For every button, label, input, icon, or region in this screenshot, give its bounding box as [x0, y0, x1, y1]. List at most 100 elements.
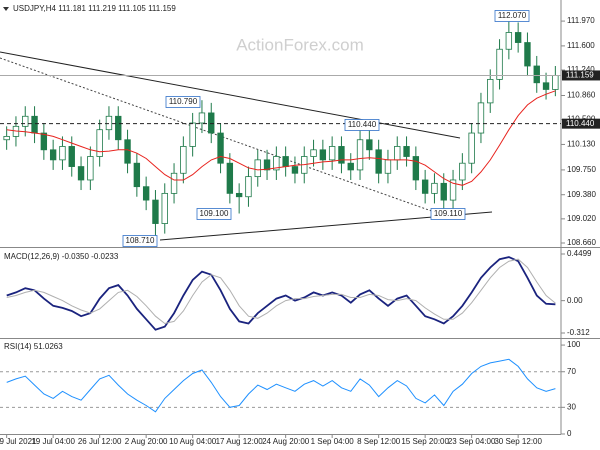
candle-body [133, 162, 141, 188]
candle-body [487, 79, 494, 104]
candle-body [468, 132, 475, 164]
annotation: 109.110 [434, 209, 463, 218]
series-line [6, 258, 556, 325]
price-label-box [562, 118, 600, 129]
candle-body [273, 156, 280, 171]
candle-body [310, 149, 317, 157]
candle-body [542, 82, 550, 90]
annotation: 110.440 [348, 120, 377, 129]
candle-body [552, 75, 559, 90]
candle-body [68, 146, 75, 167]
x-tick-label: 17 Aug 12:00 [216, 437, 264, 446]
candle-body [505, 32, 513, 50]
candle-body [291, 166, 299, 174]
candle-body [254, 159, 261, 178]
candle-body [347, 162, 354, 171]
annotation-box [344, 119, 380, 131]
y-tick-label: 109.380 [567, 190, 596, 199]
annotation: 108.710 [126, 236, 155, 245]
candle-body [282, 156, 289, 167]
candle-body [459, 162, 466, 181]
candle-body [59, 146, 66, 161]
annotation-box [165, 96, 201, 108]
annotation-box [196, 208, 232, 220]
y-tick-label: 100 [567, 340, 581, 349]
price-label-box [562, 70, 600, 81]
x-tick-label: 23 Sep 04:00 [448, 437, 496, 446]
candle-body [375, 149, 382, 174]
y-tick-label: 0.4499 [567, 249, 592, 258]
y-tick-label: 111.600 [567, 41, 595, 50]
annotation-box [122, 235, 158, 247]
panel-title: MACD(12,26,9) -0.0350 -0.0233 [4, 252, 119, 261]
candle-body [208, 112, 215, 134]
x-tick-label: 1 Sep 04:00 [311, 437, 355, 446]
trendline [0, 51, 461, 139]
candle-body [412, 156, 420, 181]
candle-body [477, 102, 485, 134]
candle-body [105, 115, 113, 131]
y-tick-label: 30 [567, 402, 576, 411]
watermark: ActionForex.com [236, 35, 364, 54]
annotation: 109.100 [200, 209, 229, 218]
candle-body [431, 182, 438, 194]
x-tick-label: 9 Jul 2021 [0, 437, 37, 446]
y-tick-label: 108.660 [567, 238, 596, 247]
y-tick-label: 111.970 [567, 16, 595, 25]
candle-body [3, 135, 10, 141]
candle-body [319, 149, 327, 161]
candle-body [421, 179, 429, 194]
candle-body [328, 146, 336, 161]
candle-body [152, 199, 159, 224]
candle-body [87, 156, 94, 181]
candle-body [142, 186, 150, 201]
candle-body [514, 32, 522, 43]
candle-body [263, 159, 271, 171]
candle-body [49, 149, 57, 161]
y-tick-label: -0.312 [567, 328, 590, 337]
annotation-box [430, 208, 466, 220]
y-tick-label: 111.240 [567, 65, 595, 74]
x-tick-label: 15 Sep 20:00 [401, 437, 449, 446]
candle-body [245, 176, 252, 198]
current-price-label: 111.159 [566, 71, 594, 80]
y-tick-label: 109.750 [567, 165, 596, 174]
candle-body [170, 172, 178, 194]
y-tick-label: 110.860 [567, 91, 596, 100]
candle-body [161, 192, 168, 224]
candle-body [356, 139, 364, 171]
annotation: 110.790 [169, 97, 198, 106]
candle-body [115, 115, 122, 141]
level-label: 110.440 [566, 119, 595, 128]
x-tick-label: 24 Aug 20:00 [262, 437, 310, 446]
candle-body [226, 162, 234, 194]
x-tick-label: 10 Aug 04:00 [169, 437, 217, 446]
x-tick-label: 19 Jul 04:00 [31, 437, 75, 446]
candle-body [338, 146, 345, 164]
x-tick-label: 30 Sep 12:00 [494, 437, 542, 446]
series-line [6, 358, 556, 413]
annotation-box [494, 10, 530, 22]
candle-body [189, 122, 196, 147]
y-tick-label: 70 [567, 367, 576, 376]
y-tick-label: 109.020 [567, 214, 596, 223]
series-line [6, 90, 556, 186]
annotation: 112.070 [498, 11, 527, 20]
candle-body [40, 132, 48, 151]
candle-body [217, 132, 224, 164]
chart-title: USDJPY,H4 111.181 111.219 111.105 111.15… [13, 4, 176, 13]
candle-body [394, 146, 401, 161]
x-tick-label: 26 Jul 12:00 [78, 437, 122, 446]
candle-body [496, 48, 503, 80]
y-tick-label: 110.130 [567, 140, 596, 149]
y-tick-label: 0.00 [567, 296, 583, 305]
x-tick-label: 2 Aug 20:00 [125, 437, 168, 446]
candle-body [524, 42, 531, 67]
candle-body [180, 146, 187, 174]
series-line [6, 256, 556, 331]
candle-body [124, 139, 131, 164]
candle-body [449, 179, 457, 201]
candle-body [235, 192, 243, 198]
